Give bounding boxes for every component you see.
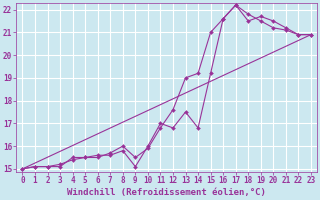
X-axis label: Windchill (Refroidissement éolien,°C): Windchill (Refroidissement éolien,°C) bbox=[67, 188, 266, 197]
